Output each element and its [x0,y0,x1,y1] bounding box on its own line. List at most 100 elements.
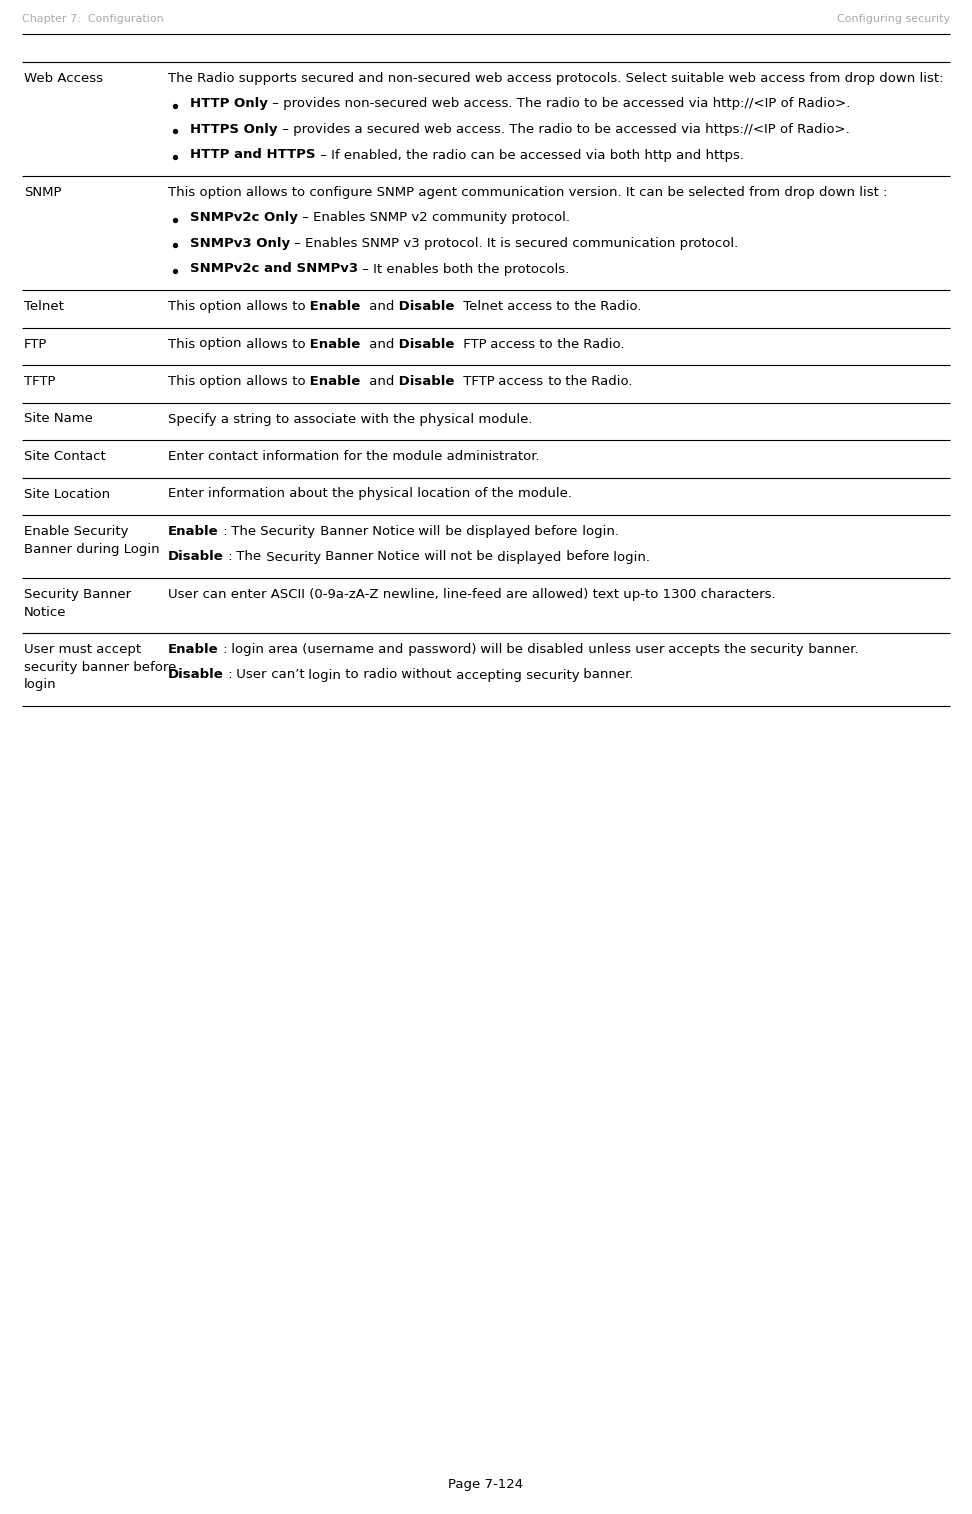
Text: Enable: Enable [305,375,361,388]
Text: login: login [24,678,56,690]
Text: displayed: displayed [462,525,531,537]
Text: Security Banner: Security Banner [24,587,131,601]
Text: access: access [503,300,552,313]
Text: This: This [168,375,195,388]
Text: – If enabled, the radio can be accessed via both http and https.: – If enabled, the radio can be accessed … [316,148,744,162]
Text: The: The [232,551,261,563]
Text: area: area [264,643,298,656]
Text: Site Location: Site Location [24,488,110,501]
Text: :: : [219,643,227,656]
Text: This: This [168,300,195,313]
Text: login.: login. [577,525,618,537]
Text: Notice: Notice [373,551,420,563]
Text: will: will [420,551,446,563]
Text: – Enables SNMP v3 protocol. It is secured communication protocol.: – Enables SNMP v3 protocol. It is secure… [290,238,739,250]
Text: radio: radio [359,669,398,681]
Text: Security: Security [261,551,321,563]
Text: SNMPv2c and SNMPv3: SNMPv2c and SNMPv3 [190,262,358,276]
Text: to: to [543,375,561,388]
Text: login.: login. [608,551,650,563]
Text: Disable: Disable [394,300,454,313]
Text: password): password) [403,643,476,656]
Text: (username: (username [298,643,374,656]
Text: Disable: Disable [394,338,454,351]
Text: FTP: FTP [24,338,48,351]
Text: SNMPv3 Only: SNMPv3 Only [190,238,290,250]
Text: to: to [552,300,570,313]
Text: the: the [553,338,579,351]
Text: disabled: disabled [523,643,584,656]
Text: Enable Security: Enable Security [24,525,128,537]
Text: the: the [720,643,746,656]
Text: :: : [224,551,232,563]
Text: Site Contact: Site Contact [24,450,106,463]
Text: not: not [446,551,472,563]
Text: be: be [503,643,523,656]
Text: User must accept: User must accept [24,643,141,656]
Text: security banner before: security banner before [24,660,176,674]
Text: security: security [746,643,804,656]
Text: to: to [536,338,553,351]
Text: – provides a secured web access. The radio to be accessed via https://<IP of Rad: – provides a secured web access. The rad… [277,123,850,136]
Text: option: option [195,338,242,351]
Text: Enable: Enable [305,338,361,351]
Text: access: access [486,338,536,351]
Text: TFTP: TFTP [24,375,55,388]
Text: Banner during Login: Banner during Login [24,542,159,556]
Text: the: the [570,300,596,313]
Text: Enable: Enable [168,525,219,537]
Text: Radio.: Radio. [596,300,642,313]
Text: Page 7-124: Page 7-124 [448,1478,524,1491]
Text: to: to [341,669,359,681]
Text: allows: allows [242,375,288,388]
Text: be: be [441,525,462,537]
Text: banner.: banner. [804,643,858,656]
Text: This: This [168,338,195,351]
Text: accepting: accepting [452,669,522,681]
Text: Enter information about the physical location of the module.: Enter information about the physical loc… [168,488,572,501]
Text: Specify a string to associate with the physical module.: Specify a string to associate with the p… [168,412,533,425]
Text: will: will [414,525,441,537]
Text: user: user [631,643,664,656]
Text: accepts: accepts [664,643,720,656]
Text: to: to [288,300,305,313]
Text: TFTP: TFTP [459,375,495,388]
Text: before: before [562,551,608,563]
Text: be: be [472,551,493,563]
Text: login: login [304,669,341,681]
Text: SNMP: SNMP [24,186,61,198]
Text: login: login [227,643,264,656]
Text: to: to [288,375,305,388]
Text: banner.: banner. [579,669,634,681]
Text: Configuring security: Configuring security [837,14,950,24]
Text: Web Access: Web Access [24,73,103,85]
Text: Radio.: Radio. [587,375,633,388]
Text: option: option [195,300,242,313]
Text: option: option [195,375,242,388]
Text: Security: Security [257,525,316,537]
Text: Enable: Enable [168,643,219,656]
Text: security: security [522,669,579,681]
Text: The Radio supports secured and non-secured web access protocols. Select suitable: The Radio supports secured and non-secur… [168,73,944,85]
Text: Radio.: Radio. [579,338,625,351]
Text: HTTP and HTTPS: HTTP and HTTPS [190,148,316,162]
Text: can’t: can’t [267,669,304,681]
Text: before: before [531,525,577,537]
Text: – Enables SNMP v2 community protocol.: – Enables SNMP v2 community protocol. [297,212,570,224]
Text: and: and [364,375,394,388]
Text: :: : [219,525,227,537]
Text: – provides non-secured web access. The radio to be accessed via http://<IP of Ra: – provides non-secured web access. The r… [268,97,850,111]
Text: and: and [364,300,394,313]
Text: unless: unless [584,643,631,656]
Text: access: access [495,375,543,388]
Text: without: without [398,669,452,681]
Text: Disable: Disable [168,551,224,563]
Text: Banner: Banner [316,525,367,537]
Text: allows: allows [242,338,288,351]
Text: HTTPS Only: HTTPS Only [190,123,277,136]
Text: Site Name: Site Name [24,412,93,425]
Text: HTTP Only: HTTP Only [190,97,268,111]
Text: allows: allows [242,300,288,313]
Text: Disable: Disable [394,375,454,388]
Text: SNMPv2c Only: SNMPv2c Only [190,212,297,224]
